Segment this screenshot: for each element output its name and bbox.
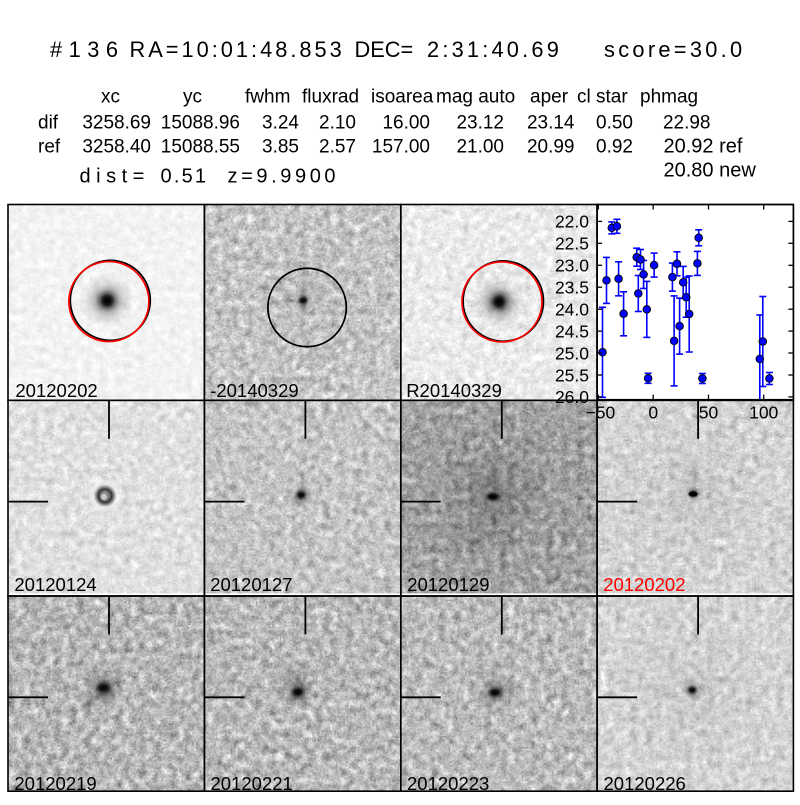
svg-text:50: 50	[699, 403, 719, 423]
svg-text:157.00: 157.00	[372, 137, 430, 158]
svg-text:2.10: 2.10	[319, 113, 356, 134]
svg-text:15088.96: 15088.96	[161, 113, 240, 134]
svg-text:score=30.0: score=30.0	[604, 37, 745, 62]
svg-text:dif: dif	[38, 113, 59, 134]
svg-text:100: 100	[749, 403, 778, 423]
svg-text:21.00: 21.00	[456, 137, 504, 158]
svg-text:3.24: 3.24	[262, 113, 299, 134]
svg-text:2.57: 2.57	[319, 137, 356, 158]
svg-text:0.92: 0.92	[596, 137, 633, 158]
svg-text:15088.55: 15088.55	[161, 137, 240, 158]
svg-text:25.0: 25.0	[555, 343, 589, 363]
svg-text:22.5: 22.5	[555, 234, 589, 254]
svg-text:20.80 new: 20.80 new	[664, 160, 757, 182]
svg-text:20.92 ref: 20.92 ref	[664, 136, 743, 158]
svg-text:24.5: 24.5	[555, 321, 589, 341]
svg-text:20120221: 20120221	[211, 773, 293, 794]
svg-text:xc: xc	[101, 87, 120, 108]
svg-text:phmag: phmag	[640, 87, 698, 108]
svg-text:aper: aper	[530, 87, 569, 108]
svg-text:−50: −50	[586, 403, 616, 423]
svg-text:0.51: 0.51	[161, 166, 209, 188]
svg-text:3.85: 3.85	[262, 137, 299, 158]
svg-text:3258.40: 3258.40	[82, 137, 151, 158]
svg-text:#136: #136	[50, 37, 125, 62]
svg-text:yc: yc	[183, 87, 202, 108]
svg-text:16.00: 16.00	[382, 113, 430, 134]
svg-text:fwhm: fwhm	[245, 87, 290, 108]
svg-text:25.5: 25.5	[555, 365, 589, 385]
svg-text:R20140329: R20140329	[406, 380, 502, 401]
svg-text:23.5: 23.5	[555, 278, 589, 298]
svg-text:24.0: 24.0	[555, 300, 589, 320]
svg-text:mag auto: mag auto	[436, 87, 515, 108]
svg-text:fluxrad: fluxrad	[302, 87, 359, 108]
svg-text:22.0: 22.0	[555, 212, 589, 232]
svg-text:0.50: 0.50	[596, 113, 633, 134]
svg-text:22.98: 22.98	[663, 113, 711, 134]
svg-text:RA=10:01:48.853: RA=10:01:48.853	[130, 37, 345, 62]
svg-text:26.0: 26.0	[555, 387, 589, 407]
svg-text:20120129: 20120129	[407, 574, 489, 595]
svg-text:20120219: 20120219	[14, 773, 96, 794]
svg-text:z=9.9900: z=9.9900	[228, 166, 340, 188]
svg-text:20120202: 20120202	[15, 380, 97, 401]
svg-text:20120202: 20120202	[603, 574, 685, 595]
svg-text:DEC=: DEC=	[355, 37, 414, 62]
svg-text:2:31:40.69: 2:31:40.69	[427, 37, 562, 62]
svg-text:20120124: 20120124	[14, 574, 96, 595]
svg-text:ref: ref	[38, 137, 61, 158]
svg-text:20120226: 20120226	[604, 773, 686, 794]
svg-text:-20140329: -20140329	[210, 380, 298, 401]
svg-text:23.12: 23.12	[456, 113, 504, 134]
svg-text:isoarea: isoarea	[371, 87, 434, 108]
svg-text:20.99: 20.99	[527, 137, 575, 158]
svg-text:20120127: 20120127	[210, 574, 292, 595]
svg-text:20120223: 20120223	[407, 773, 489, 794]
svg-text:cl star: cl star	[577, 87, 628, 108]
svg-text:3258.69: 3258.69	[82, 113, 151, 134]
svg-text:23.14: 23.14	[527, 113, 575, 134]
svg-text:0: 0	[648, 403, 658, 423]
svg-text:23.0: 23.0	[555, 256, 589, 276]
svg-text:dist=: dist=	[80, 166, 150, 188]
